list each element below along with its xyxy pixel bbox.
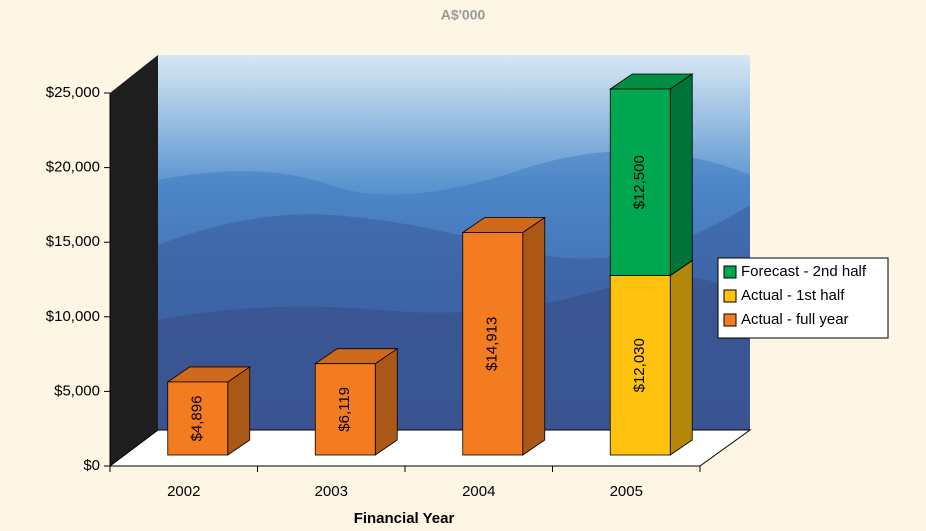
value-label: $4,896	[189, 396, 206, 442]
side-wall	[110, 55, 158, 466]
y-tick-label: $10,000	[46, 308, 100, 325]
y-tick-label: $25,000	[46, 84, 100, 101]
legend-label: Actual - full year	[741, 311, 849, 328]
legend-label: Forecast - 2nd half	[741, 263, 867, 280]
y-tick-label: $15,000	[46, 233, 100, 250]
legend-swatch	[723, 265, 737, 279]
legend-swatch	[723, 313, 737, 327]
bar-side	[522, 216, 546, 456]
value-label: $12,500	[631, 155, 648, 209]
value-label: $14,913	[484, 317, 501, 371]
legend-swatch	[723, 289, 737, 303]
y-tick-label: $0	[83, 457, 100, 474]
legend-label: Actual - 1st half	[741, 287, 845, 304]
legend: Actual - full year Actual - 1st half Forec…	[717, 257, 889, 339]
bar	[314, 363, 376, 456]
chart-title: A$'000	[441, 7, 486, 23]
value-label: $12,030	[631, 338, 648, 392]
y-tick-label: $20,000	[46, 159, 100, 176]
x-tick-label: 2004	[462, 483, 495, 500]
x-tick-label: 2003	[315, 483, 348, 500]
bar-side	[669, 259, 693, 456]
mountain	[158, 277, 750, 430]
bar	[167, 381, 229, 456]
bar	[609, 275, 671, 456]
bar	[462, 232, 524, 456]
bar-side	[374, 347, 398, 456]
bar	[609, 88, 671, 276]
x-tick-label: 2002	[167, 483, 200, 500]
legend-box	[717, 257, 889, 339]
value-label: $6,119	[336, 387, 353, 432]
x-axis-label: Financial Year	[354, 510, 455, 527]
y-tick-label: $5,000	[54, 382, 100, 399]
bar-side	[669, 73, 693, 277]
x-tick-label: 2005	[610, 483, 643, 500]
